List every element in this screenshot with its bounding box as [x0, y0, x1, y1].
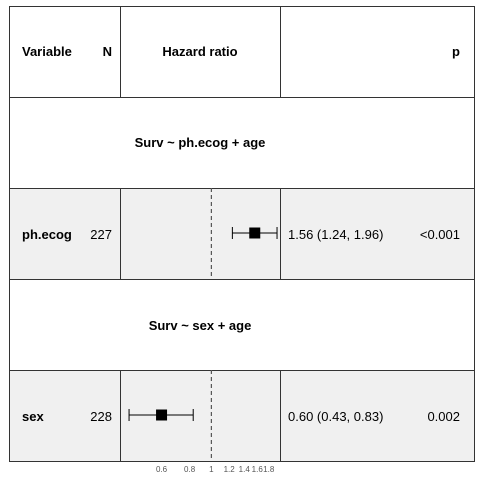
header-hazard-ratio: Hazard ratio — [162, 44, 237, 59]
x-tick-label: 0.6 — [156, 465, 168, 474]
x-axis: 0.6 0.8 1 1.2 1.4 1.6 1.8 — [156, 465, 275, 474]
row-2-p: 0.002 — [427, 409, 460, 424]
point-estimate-sex — [156, 409, 168, 421]
x-tick-label: 0.8 — [184, 465, 196, 474]
x-tick-label: 1.4 — [239, 465, 251, 474]
row-2-hr-text: 0.60 (0.43, 0.83) — [288, 409, 383, 424]
x-tick-label: 1.6 — [252, 465, 264, 474]
row-2-n: 228 — [90, 409, 112, 424]
group-2-formula: Surv ~ sex + age — [149, 318, 252, 333]
header-n: N — [103, 44, 112, 59]
group-1-formula: Surv ~ ph.ecog + age — [135, 135, 266, 150]
x-tick-label: 1.8 — [263, 465, 275, 474]
group-2-formula-row-bg — [9, 279, 474, 370]
header-row-bg — [9, 6, 474, 97]
header-p: p — [452, 44, 460, 59]
group-1-formula-row-bg — [9, 97, 474, 188]
x-tick-label: 1 — [209, 465, 214, 474]
group-2-data-row-bg — [9, 370, 474, 461]
point-estimate-ph.ecog — [249, 227, 261, 239]
row-1-variable: ph.ecog — [22, 227, 72, 242]
row-1-n: 227 — [90, 227, 112, 242]
row-1-hr-text: 1.56 (1.24, 1.96) — [288, 227, 383, 242]
row-1-p: <0.001 — [420, 227, 460, 242]
forest-marks — [128, 188, 278, 461]
row-2-variable: sex — [22, 409, 44, 424]
header-variable: Variable — [22, 44, 72, 59]
table-grid — [9, 6, 475, 462]
x-tick-label: 1.2 — [224, 465, 236, 474]
